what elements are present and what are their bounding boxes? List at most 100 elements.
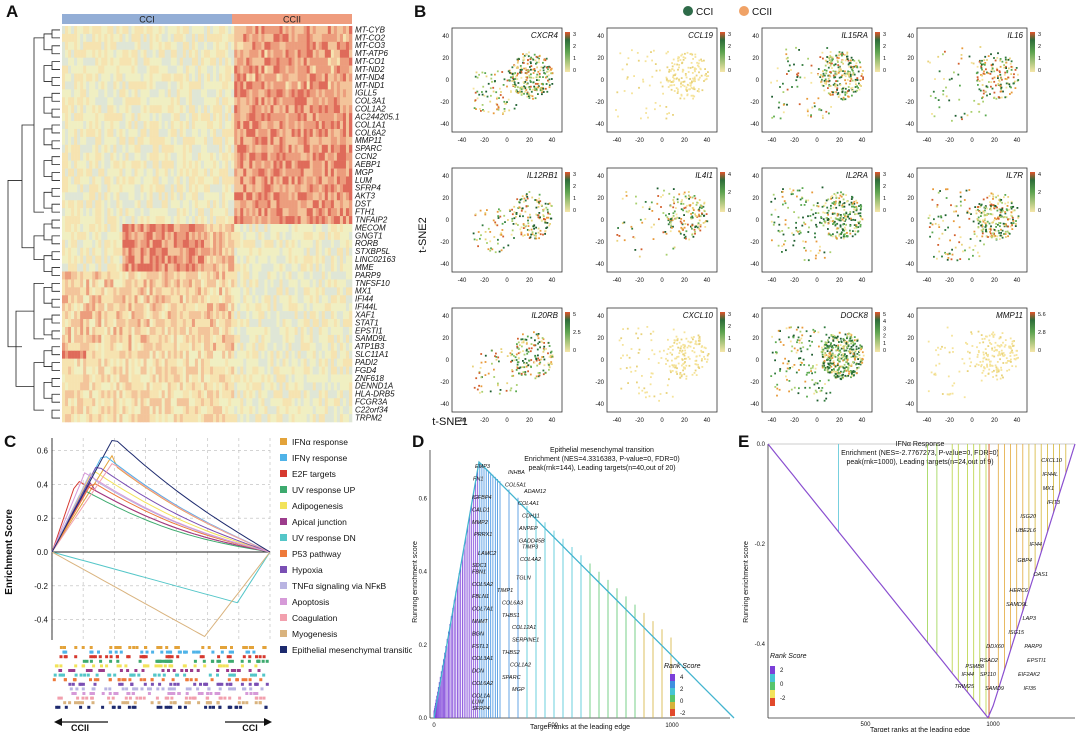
tsne-y-tick: -20 <box>440 380 449 386</box>
tsne-x-tick: 40 <box>549 278 556 284</box>
gene-label-32: TNFSF10 <box>355 279 390 288</box>
gsea-legend-label-3: UV response UP <box>292 485 356 495</box>
ifn-gene-label-3: IFIT3 <box>1047 500 1061 506</box>
tsne-y-tick: -20 <box>750 240 759 246</box>
gsea-curves <box>51 439 271 638</box>
panel-letter-c: C <box>4 432 17 451</box>
tsne-y-tick: -20 <box>905 240 914 246</box>
tsne-y-tick: 20 <box>752 56 759 62</box>
tsne-y-tick: 40 <box>752 314 759 320</box>
gsea-legend-swatch-10 <box>280 598 287 605</box>
gene-label-27: RORB <box>355 239 379 248</box>
tsne-x-tick: 40 <box>1014 278 1021 284</box>
gsea-legend-label-6: UV response DN <box>292 533 356 543</box>
tsne-points <box>472 331 554 395</box>
ifn-gene-label-6: IFI44 <box>1029 542 1042 548</box>
tsne-x-tick: -20 <box>635 278 644 284</box>
tsne-x-label: t-SNE1 <box>432 416 467 428</box>
tsne-y-tick: -20 <box>905 380 914 386</box>
gene-label-15: SPARC <box>355 144 382 153</box>
arrow-head-ccii <box>54 718 62 726</box>
emt-x-label: Target ranks at the leading edge <box>530 724 630 731</box>
ifn-rank-tick: 2 <box>780 668 784 674</box>
tsne-plot-4: IL12RB1 -40 -20 0 20 40 40 20 0 -20 -40 3 2 1 0 <box>440 167 576 284</box>
emt-gene-label-1: INHBA <box>508 470 525 476</box>
tsne-y-tick: 0 <box>446 358 450 364</box>
ifn-gene-label-0: CXCL10 <box>1041 458 1063 464</box>
tsne-y-tick: -40 <box>595 122 604 128</box>
gene-label-5: MT-ND2 <box>355 65 385 74</box>
gsea-legend-swatch-5 <box>280 518 287 525</box>
tsne-x-tick: -20 <box>945 418 954 424</box>
gsea-legend-swatch-4 <box>280 502 287 509</box>
tsne-y-tick: -20 <box>595 100 604 106</box>
tsne-colorbar-tick: 2 <box>1038 190 1041 196</box>
tsne-plot-11: MMP11 -40 -20 0 20 40 40 20 0 -20 -40 5.6 2.8 0 <box>905 307 1046 424</box>
ifn-y-tick: 0.0 <box>757 442 766 448</box>
gsea-curve-12 <box>51 551 271 638</box>
emt-gene-label-3: COL5A1 <box>505 483 526 489</box>
ifn-y-tick: -0.2 <box>755 542 766 548</box>
gsea-legend-swatch-11 <box>280 614 287 621</box>
emt-gene-label-29: FSTL1 <box>472 644 489 650</box>
gsea-left-label: CCII <box>71 723 89 732</box>
tsne-colorbar-tick: 0 <box>573 348 576 354</box>
tsne-x-tick: -40 <box>458 138 467 144</box>
tsne-y-tick: 20 <box>597 196 604 202</box>
tsne-colorbar-tick: 2 <box>1038 44 1041 50</box>
gsea-y-tick: 0.4 <box>37 480 49 489</box>
tsne-x-tick: 0 <box>505 278 509 284</box>
gsea-legend-label-5: Apical junction <box>292 517 347 527</box>
tsne-x-tick: 40 <box>859 278 866 284</box>
tsne-colorbar <box>1030 172 1035 212</box>
gene-label-49: TRPM2 <box>355 413 383 422</box>
tsne-x-tick: -20 <box>790 138 799 144</box>
tsne-colorbar-tick: 0 <box>1038 208 1041 214</box>
tsne-y-tick: 20 <box>752 196 759 202</box>
gene-label-37: STAT1 <box>355 318 379 327</box>
gene-label-41: SLC11A1 <box>355 350 389 359</box>
tsne-colorbar-tick: 1 <box>1038 56 1041 62</box>
tsne-y-tick: -20 <box>595 380 604 386</box>
ifn-rank-tick: -2 <box>780 696 786 702</box>
tsne-gene-title: IL12RB1 <box>527 171 558 180</box>
tsne-y-tick: 0 <box>911 218 915 224</box>
tsne-y-tick: 0 <box>446 78 450 84</box>
ifn-peak: peak(rnk=1000), Leading targets(n=24,out… <box>846 459 993 466</box>
tsne-colorbar-tick: 4 <box>883 319 886 325</box>
gsea-curve-13 <box>51 439 271 553</box>
group-label-cci: CCI <box>139 15 155 25</box>
ifn-gene-label-13: DDX60 <box>986 644 1005 650</box>
legend-dot-cci <box>683 6 693 16</box>
tsne-colorbar-tick: 3 <box>883 32 886 38</box>
gene-label-39: SAMD9L <box>355 334 387 343</box>
tsne-colorbar-tick: 0 <box>573 208 576 214</box>
gene-label-22: DST <box>355 200 372 209</box>
tsne-gene-title: IL20RB <box>531 311 558 320</box>
ifn-gene-label-16: EPSTI1 <box>1027 658 1046 664</box>
tsne-y-tick: -40 <box>905 402 914 408</box>
tsne-x-tick: 20 <box>991 138 998 144</box>
tsne-plot-1: CCL19 -40 -20 0 20 40 40 20 0 -20 -40 3 2 1 0 <box>595 27 731 144</box>
tsne-x-tick: 20 <box>681 418 688 424</box>
gene-label-18: MGP <box>355 168 374 177</box>
tsne-gene-title: CXCR4 <box>531 31 559 40</box>
tsne-points <box>616 187 709 258</box>
row-dendrogram <box>7 29 60 419</box>
gsea-legend-label-0: IFNα response <box>292 437 348 447</box>
tsne-x-tick: -40 <box>923 278 932 284</box>
ifn-x-tick: 1000 <box>986 722 1000 728</box>
tsne-points <box>472 191 553 254</box>
heatmap-cells <box>62 26 353 423</box>
tsne-gene-title: IL16 <box>1007 31 1023 40</box>
ifn-gene-label-9: HERC6 <box>1009 588 1029 594</box>
tsne-colorbar-tick: 1 <box>573 56 576 62</box>
tsne-x-tick: 0 <box>815 418 819 424</box>
tsne-colorbar-tick: 1 <box>728 336 731 342</box>
gsea-barcode <box>52 646 269 709</box>
tsne-x-tick: 20 <box>991 278 998 284</box>
tsne-colorbar <box>565 32 570 72</box>
emt-gene-label-12: GADD45B <box>519 538 545 544</box>
